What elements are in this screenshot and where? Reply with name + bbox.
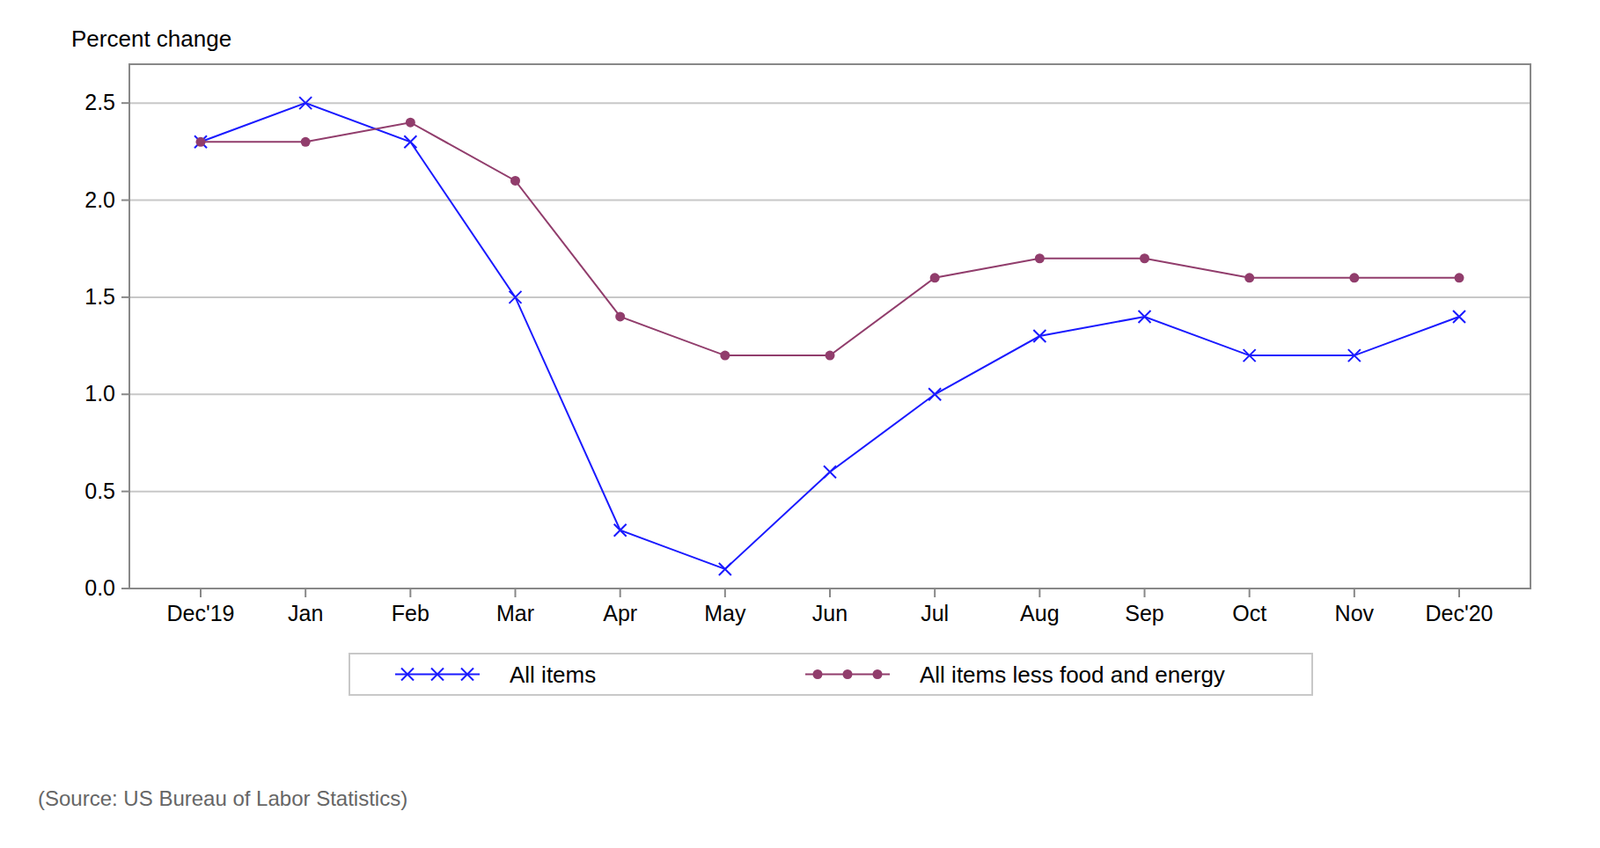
x-tick-label: Aug <box>1020 601 1059 626</box>
y-tick <box>121 587 130 590</box>
marker-circle <box>930 272 940 283</box>
marker-circle <box>1244 272 1255 283</box>
x-tick <box>619 588 622 598</box>
marker-x <box>1453 310 1466 323</box>
marker-x <box>194 135 207 148</box>
x-tick <box>409 588 412 598</box>
legend-label: All items less food and energy <box>919 661 1226 689</box>
y-axis-label: Percent change <box>71 25 232 52</box>
y-tick <box>121 102 130 104</box>
x-tick <box>724 588 727 598</box>
x-tick <box>1353 588 1356 598</box>
legend-marker <box>843 669 853 680</box>
marker-x <box>403 135 417 148</box>
x-tick-label: Jun <box>812 601 848 626</box>
marker-circle <box>1034 253 1045 264</box>
y-tick-label: 1.0 <box>84 381 116 406</box>
y-tick-label: 1.5 <box>84 284 116 309</box>
x-tick-label: Jan <box>287 601 323 626</box>
x-tick-label: Feb <box>391 601 430 626</box>
series-line <box>200 102 1460 570</box>
grid-line <box>129 199 1531 202</box>
marker-x <box>509 291 522 304</box>
marker-circle <box>405 117 416 128</box>
x-tick <box>1248 588 1251 598</box>
marker-circle <box>510 176 521 186</box>
x-tick <box>304 588 307 598</box>
x-tick-label: Sep <box>1124 601 1164 626</box>
x-tick-label: Dec'20 <box>1424 601 1493 626</box>
legend-marker <box>813 669 823 680</box>
marker-x <box>1138 310 1152 323</box>
legend-marker <box>461 668 474 682</box>
marker-circle <box>196 137 206 147</box>
chart: 0.0 0.5 1.0 1.5 2.0 2.5 Dec'19 Jan Feb Mar Apr May J… <box>0 0 1600 848</box>
x-tick-label: Jul <box>920 601 949 626</box>
x-tick <box>1458 588 1461 598</box>
x-tick <box>1144 588 1146 598</box>
x-tick <box>933 588 936 598</box>
x-tick-label: Apr <box>602 601 638 626</box>
grid-line <box>129 393 1531 396</box>
x-tick-label: Oct <box>1232 601 1267 626</box>
marker-x <box>299 96 312 110</box>
legend-label: All items <box>509 661 596 689</box>
y-tick-label: 2.5 <box>84 89 116 115</box>
grid-line <box>129 102 1531 104</box>
marker-circle <box>300 137 311 147</box>
legend-box <box>349 653 1313 696</box>
marker-circle <box>719 351 730 361</box>
marker-x <box>1348 349 1361 362</box>
source-note: (Source: US Bureau of Labor Statistics) <box>37 786 408 811</box>
y-tick <box>121 199 130 202</box>
marker-x <box>719 563 732 576</box>
y-tick <box>121 296 130 299</box>
x-tick-label: May <box>704 601 747 626</box>
y-tick-label: 0.5 <box>84 478 116 504</box>
marker-x <box>928 388 941 401</box>
marker-x <box>823 466 837 479</box>
marker-x <box>614 524 627 537</box>
x-tick-label: Nov <box>1335 601 1375 626</box>
y-tick <box>121 491 130 493</box>
x-tick <box>199 588 202 598</box>
legend-marker <box>401 668 414 682</box>
marker-circle <box>1139 253 1150 264</box>
grid-line <box>129 491 1531 493</box>
x-tick <box>1038 588 1041 598</box>
y-tick-label: 2.0 <box>84 187 116 213</box>
x-tick <box>829 588 831 598</box>
plot-area <box>194 96 1466 576</box>
y-tick <box>121 393 130 396</box>
marker-circle <box>1349 272 1359 283</box>
series-line <box>200 122 1460 356</box>
plot-frame <box>129 64 1531 589</box>
legend-marker <box>873 669 883 680</box>
legend-marker <box>431 668 444 682</box>
marker-circle <box>825 351 836 361</box>
marker-x <box>1033 330 1046 343</box>
x-tick-label: Mar <box>496 601 535 626</box>
legend: All items All items less food and energy <box>349 653 1313 696</box>
x-tick <box>514 588 517 598</box>
x-tick-label: Dec'19 <box>166 601 235 626</box>
marker-circle <box>1454 272 1465 283</box>
marker-circle <box>615 311 625 322</box>
y-tick-label: 0.0 <box>84 575 116 601</box>
grid-line <box>129 296 1531 299</box>
marker-x <box>1243 349 1256 362</box>
